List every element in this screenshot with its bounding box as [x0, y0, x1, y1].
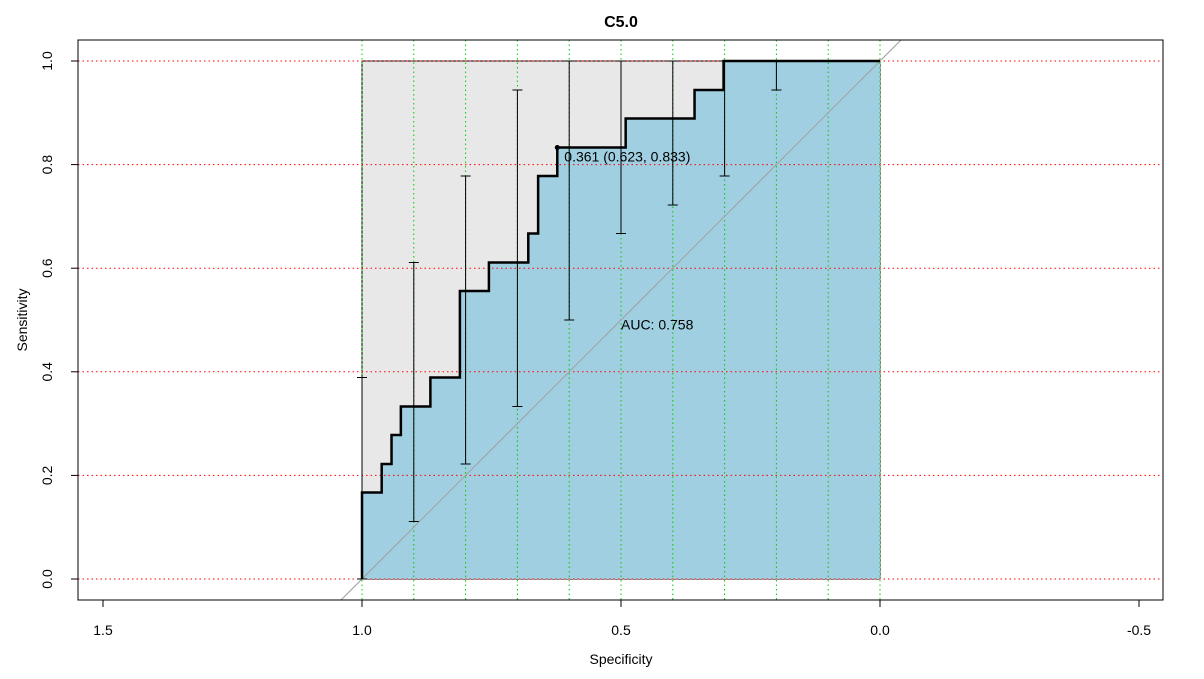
threshold-label: 0.361 (0.623, 0.833)	[564, 149, 690, 165]
chart-title: C5.0	[604, 14, 638, 31]
threshold-point	[554, 145, 560, 151]
roc-lines-layer	[340, 39, 902, 601]
chance-diagonal	[340, 39, 902, 601]
x-tick-label: 1.5	[93, 622, 113, 638]
x-tick-label: -0.5	[1127, 622, 1151, 638]
roc-curve	[360, 59, 880, 579]
y-axis-title: Sensitivity	[14, 288, 30, 351]
x-tick-label: 1.0	[352, 622, 372, 638]
y-tick-label: 0.8	[39, 155, 55, 175]
x-tick-label: 0.5	[611, 622, 631, 638]
y-tick-label: 0.4	[39, 362, 55, 382]
y-tick-label: 0.2	[39, 465, 55, 485]
auc-label: AUC: 0.758	[621, 316, 694, 332]
y-tick-label: 0.0	[39, 569, 55, 589]
y-tick-label: 0.6	[39, 258, 55, 278]
axes-layer	[71, 39, 1164, 607]
text-layer: C5.0 Specificity Sensitivity AUC: 0.758 …	[14, 14, 1151, 667]
x-axis-title: Specificity	[589, 651, 652, 667]
ci-bars-layer	[357, 60, 782, 580]
x-tick-label: 0.0	[870, 622, 890, 638]
y-tick-label: 1.0	[39, 51, 55, 71]
